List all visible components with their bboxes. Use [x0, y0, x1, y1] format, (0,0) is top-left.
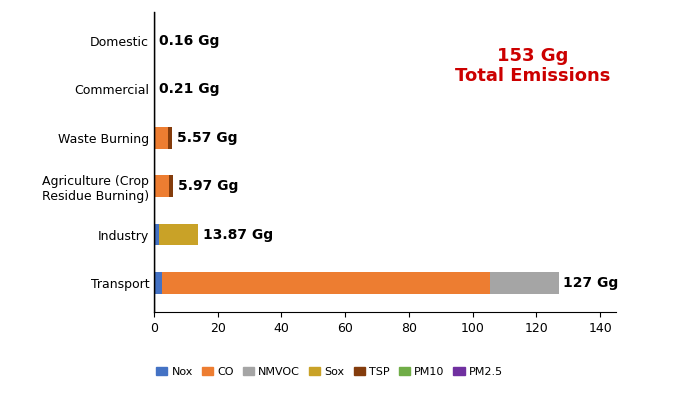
Text: 153 Gg
Total Emissions: 153 Gg Total Emissions: [455, 47, 610, 86]
Bar: [169, 175, 173, 197]
Legend: Nox, CO, NMVOC, Sox, TSP, PM10, PM2.5: Nox, CO, NMVOC, Sox, TSP, PM10, PM2.5: [151, 362, 508, 382]
Bar: [159, 224, 198, 246]
Text: 5.97 Gg: 5.97 Gg: [178, 179, 238, 193]
Bar: [154, 272, 162, 294]
Bar: [162, 272, 490, 294]
Text: 13.87 Gg: 13.87 Gg: [203, 228, 273, 242]
Bar: [490, 272, 559, 294]
Bar: [168, 127, 172, 149]
Text: 127 Gg: 127 Gg: [564, 276, 619, 290]
Bar: [154, 224, 159, 246]
Bar: [154, 127, 168, 149]
Text: 0.16 Gg: 0.16 Gg: [160, 34, 220, 48]
Bar: [154, 175, 169, 197]
Text: 5.57 Gg: 5.57 Gg: [176, 131, 237, 145]
Text: 0.21 Gg: 0.21 Gg: [160, 82, 220, 96]
